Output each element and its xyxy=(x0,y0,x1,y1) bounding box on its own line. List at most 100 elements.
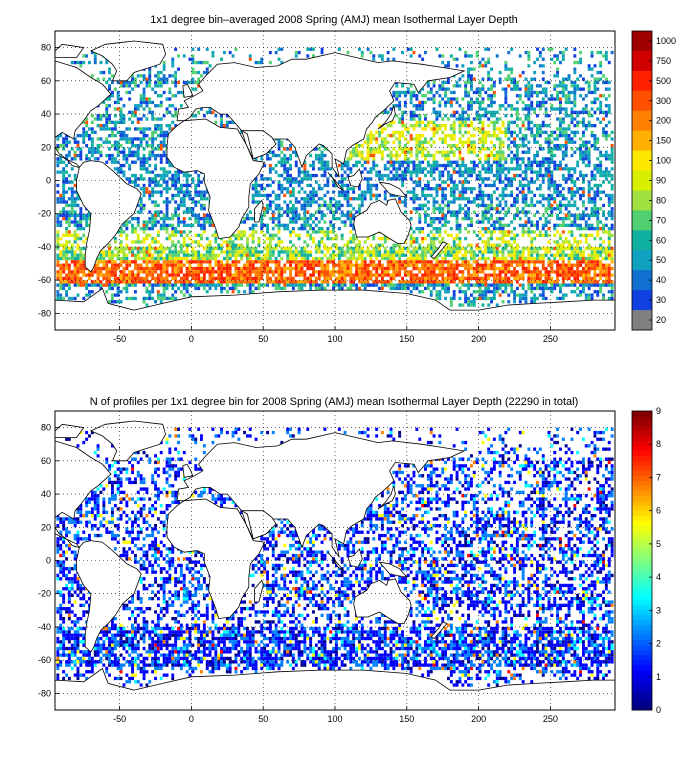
data-cell xyxy=(159,157,163,161)
data-cell xyxy=(495,253,499,257)
data-cell xyxy=(154,203,157,208)
data-cell xyxy=(360,193,364,198)
data-cell xyxy=(358,210,361,214)
data-cell xyxy=(561,150,565,154)
data-cell xyxy=(134,253,137,257)
data-cell xyxy=(159,256,163,261)
data-cell xyxy=(369,170,373,174)
data-cell xyxy=(444,213,447,217)
data-cell xyxy=(501,260,505,264)
data-cell xyxy=(185,256,189,261)
data-cell xyxy=(136,84,140,88)
data-cell xyxy=(56,190,60,194)
data-cell xyxy=(418,213,422,217)
data-cell xyxy=(136,104,140,108)
data-cell xyxy=(392,160,396,164)
data-cell xyxy=(197,256,201,261)
data-cell xyxy=(570,266,574,271)
data-cell xyxy=(458,147,462,151)
data-cell xyxy=(289,256,292,261)
data-cell xyxy=(122,80,126,85)
data-cell xyxy=(412,260,416,264)
data-cell xyxy=(352,207,356,211)
data-cell xyxy=(412,160,416,164)
data-cell xyxy=(260,60,264,65)
data-cell xyxy=(122,170,126,174)
data-cell xyxy=(559,97,562,101)
data-cell xyxy=(202,260,206,264)
data-cell xyxy=(490,77,493,81)
data-cell xyxy=(56,220,60,224)
data-cell xyxy=(165,270,169,274)
data-cell xyxy=(300,246,304,251)
data-cell xyxy=(521,266,525,271)
data-cell xyxy=(444,256,447,261)
data-cell xyxy=(56,213,60,217)
data-cell xyxy=(470,144,473,148)
data-cell xyxy=(564,147,568,151)
data-cell xyxy=(369,177,373,181)
data-cell xyxy=(564,197,568,201)
data-cell xyxy=(536,140,539,144)
data-cell xyxy=(449,124,453,128)
data-cell xyxy=(317,256,321,261)
data-cell xyxy=(570,233,574,237)
data-cell xyxy=(378,260,381,264)
data-cell xyxy=(96,77,100,81)
data-cell xyxy=(375,150,379,154)
data-cell xyxy=(171,193,175,198)
data-cell xyxy=(314,263,318,267)
data-cell xyxy=(360,260,364,264)
data-cell xyxy=(329,260,333,264)
data-cell xyxy=(561,107,565,111)
data-cell xyxy=(174,80,178,85)
data-cell xyxy=(56,197,60,201)
data-cell xyxy=(521,100,525,105)
data-cell xyxy=(300,203,304,208)
data-cell xyxy=(346,240,350,244)
data-cell xyxy=(536,130,539,134)
data-cell xyxy=(145,250,149,254)
data-cell xyxy=(538,246,542,251)
data-cell xyxy=(527,167,531,171)
data-cell xyxy=(65,240,68,244)
data-cell xyxy=(191,47,195,51)
data-cell xyxy=(438,253,442,257)
data-cell xyxy=(518,223,522,227)
data-cell xyxy=(596,167,600,171)
data-cell xyxy=(487,217,491,221)
data-cell xyxy=(398,140,402,144)
data-cell xyxy=(570,197,574,201)
data-cell xyxy=(604,157,608,161)
data-cell xyxy=(200,233,203,237)
data-cell xyxy=(507,120,511,124)
data-cell xyxy=(524,87,528,91)
data-cell xyxy=(570,187,574,191)
data-cell xyxy=(515,260,519,264)
data-cell xyxy=(182,220,186,224)
data-cell xyxy=(165,253,169,257)
data-cell xyxy=(564,180,568,184)
data-cell xyxy=(303,223,307,227)
data-cell xyxy=(294,180,298,184)
data-cell xyxy=(513,240,516,244)
data-cell xyxy=(223,263,226,267)
data-cell xyxy=(59,266,63,271)
data-cell xyxy=(134,246,137,251)
data-cell xyxy=(524,117,528,121)
data-cell xyxy=(533,160,537,164)
data-cell xyxy=(386,160,390,164)
data-cell xyxy=(464,190,468,194)
data-cell xyxy=(435,124,439,128)
data-cell xyxy=(113,134,117,138)
data-cell xyxy=(314,180,318,184)
data-cell xyxy=(561,167,565,171)
data-cell xyxy=(524,114,528,118)
data-cell xyxy=(174,210,178,214)
data-cell xyxy=(300,207,304,211)
data-cell xyxy=(208,253,212,257)
data-cell xyxy=(352,153,356,158)
data-cell xyxy=(395,130,399,134)
data-cell xyxy=(538,217,542,221)
data-cell xyxy=(320,50,324,55)
